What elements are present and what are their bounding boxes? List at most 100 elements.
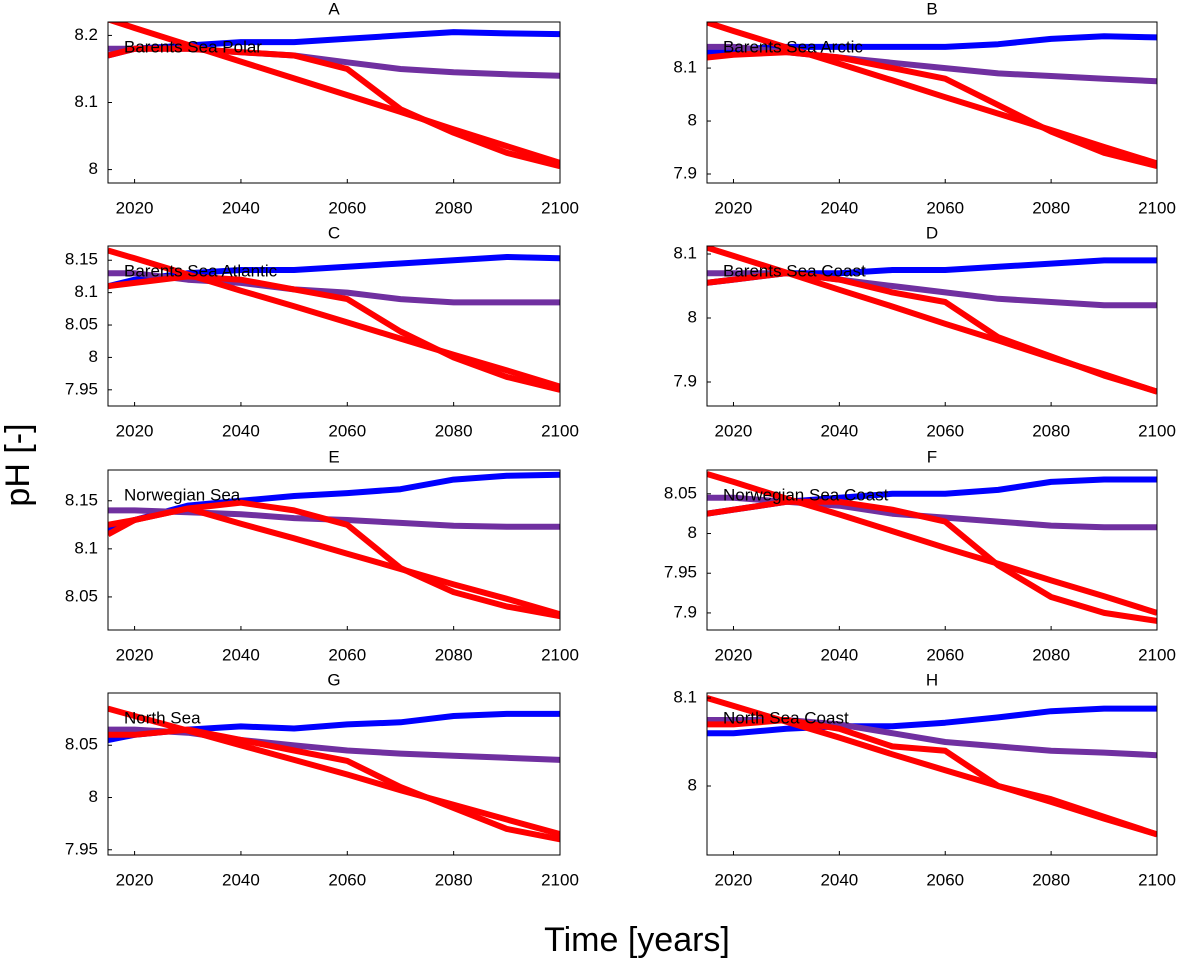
data-line <box>108 273 560 393</box>
y-tick-label: 8.15 <box>65 250 98 269</box>
x-tick-label: 2020 <box>116 645 154 664</box>
x-tick-label: 2080 <box>1032 645 1070 664</box>
x-tick-label: 2020 <box>715 645 753 664</box>
y-tick-label: 8 <box>688 307 697 326</box>
plot-frame <box>107 692 561 856</box>
panel-title: G <box>327 670 340 689</box>
x-tick-label: 2040 <box>222 421 260 440</box>
plot-area <box>108 471 560 620</box>
plot-frame <box>706 245 1158 407</box>
y-tick-label: 8 <box>89 347 98 366</box>
x-tick-label: 2060 <box>926 870 964 889</box>
x-tick-label: 2100 <box>541 870 579 889</box>
x-tick-label: 2040 <box>222 870 260 889</box>
y-tick-label: 8.1 <box>673 58 697 77</box>
y-tick-label: 8 <box>89 787 98 806</box>
plot-frame <box>706 21 1158 184</box>
y-tick-label: 8 <box>688 775 697 794</box>
plot-frame <box>107 469 561 631</box>
annotation: Norwegian Sea <box>124 485 241 504</box>
x-tick-label: 2060 <box>328 870 366 889</box>
data-line <box>108 270 560 306</box>
x-tick-label: 2100 <box>1138 421 1176 440</box>
data-line <box>707 695 1157 838</box>
y-tick-label: 7.9 <box>673 163 697 182</box>
y-tick-label: 8.1 <box>673 688 697 707</box>
y-tick-label: 7.9 <box>673 602 697 621</box>
data-line <box>707 705 1157 737</box>
x-tick-label: 2080 <box>1032 870 1070 889</box>
y-tick-label: 8.1 <box>74 282 98 301</box>
panel-title: E <box>328 447 339 466</box>
x-tick-label: 2020 <box>116 198 154 217</box>
plot-area <box>707 695 1157 838</box>
x-tick-label: 2020 <box>715 870 753 889</box>
x-tick-label: 2040 <box>820 870 858 889</box>
x-tick-label: 2040 <box>820 645 858 664</box>
annotation: North Sea Coast <box>723 708 849 727</box>
x-tick-label: 2080 <box>1032 198 1070 217</box>
x-tick-label: 2060 <box>328 198 366 217</box>
annotation: Barents Sea Coast <box>723 261 866 280</box>
x-tick-label: 2080 <box>435 645 473 664</box>
x-tick-label: 2060 <box>926 645 964 664</box>
data-line <box>108 499 560 620</box>
plot-area <box>707 471 1157 624</box>
data-line <box>707 498 1157 624</box>
x-tick-label: 2100 <box>541 421 579 440</box>
annotation: Barents Sea Polar <box>124 37 262 56</box>
x-tick-label: 2100 <box>541 198 579 217</box>
y-tick-label: 7.9 <box>673 371 697 390</box>
y-tick-label: 8.05 <box>65 735 98 754</box>
plot-area <box>108 705 560 843</box>
y-tick-label: 8 <box>89 159 98 178</box>
plot-area <box>108 22 560 170</box>
panel-title: H <box>926 670 938 689</box>
y-tick-label: 8 <box>688 523 697 542</box>
x-tick-label: 2020 <box>715 421 753 440</box>
annotation: Barents Sea Atlantic <box>124 261 278 280</box>
panel-title: D <box>926 223 938 242</box>
x-tick-label: 2060 <box>328 645 366 664</box>
data-line <box>707 471 1157 616</box>
data-line <box>108 247 560 390</box>
data-line <box>108 705 560 837</box>
x-tick-label: 2100 <box>1138 645 1176 664</box>
y-tick-label: 8.05 <box>65 315 98 334</box>
plot-frame <box>107 245 561 407</box>
x-tick-label: 2020 <box>715 198 753 217</box>
y-tick-label: 8 <box>688 111 697 130</box>
plot-area <box>108 247 560 393</box>
x-tick-label: 2020 <box>116 421 154 440</box>
x-tick-label: 2080 <box>1032 421 1070 440</box>
x-tick-label: 2080 <box>435 421 473 440</box>
x-tick-label: 2100 <box>1138 870 1176 889</box>
annotation: Norwegian Sea Coast <box>723 485 889 504</box>
panel-title: B <box>926 0 937 18</box>
plot-area <box>707 246 1157 395</box>
x-tick-label: 2040 <box>222 198 260 217</box>
y-tick-label: 7.95 <box>65 839 98 858</box>
y-tick-label: 8.1 <box>74 92 98 111</box>
data-line <box>707 246 1157 395</box>
panel-title: A <box>328 0 340 18</box>
data-line <box>108 22 560 166</box>
y-tick-label: 8.2 <box>74 25 98 44</box>
data-line <box>108 505 560 618</box>
x-tick-label: 2040 <box>820 421 858 440</box>
x-tick-label: 2080 <box>435 870 473 889</box>
x-tick-label: 2060 <box>926 198 964 217</box>
data-line <box>707 22 1157 167</box>
x-tick-label: 2060 <box>926 421 964 440</box>
y-tick-label: 8.1 <box>74 538 98 557</box>
x-tick-label: 2100 <box>1138 198 1176 217</box>
data-line <box>707 49 1157 170</box>
panel-title: F <box>927 447 937 466</box>
data-line <box>707 43 1157 85</box>
x-tick-label: 2080 <box>435 198 473 217</box>
x-tick-label: 2060 <box>328 421 366 440</box>
plot-frame <box>706 692 1158 856</box>
data-line <box>108 45 560 170</box>
panel-title: C <box>328 223 340 242</box>
